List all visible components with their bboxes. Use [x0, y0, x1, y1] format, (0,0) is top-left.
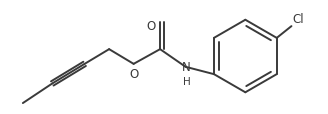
Text: H: H: [183, 76, 191, 86]
Text: O: O: [129, 67, 138, 80]
Text: N: N: [182, 61, 191, 74]
Text: Cl: Cl: [293, 13, 304, 26]
Text: O: O: [146, 20, 155, 32]
